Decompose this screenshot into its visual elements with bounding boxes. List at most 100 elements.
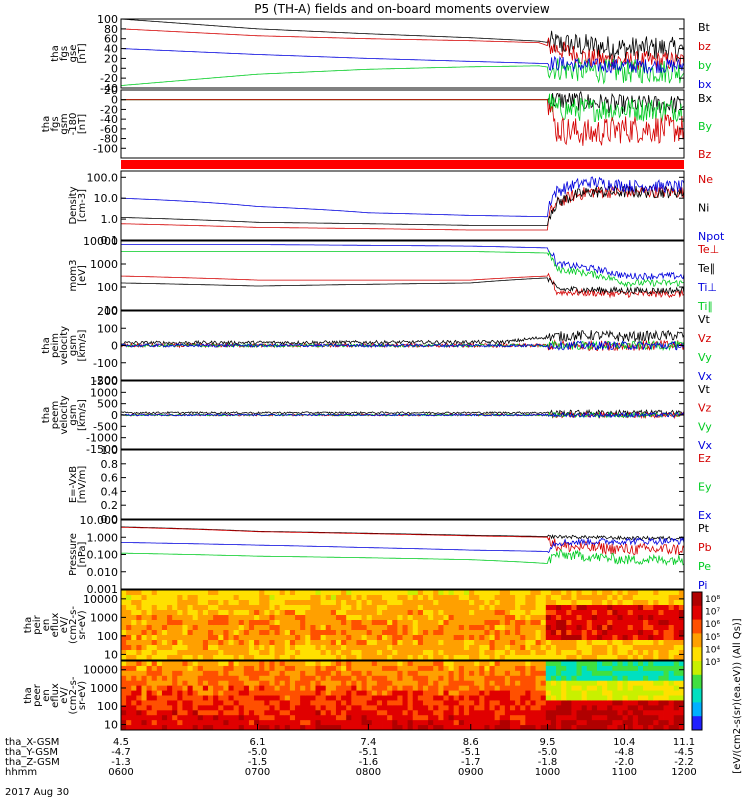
spectrogram-cell	[412, 620, 419, 626]
spectrogram-cell	[126, 590, 132, 596]
spectrogram-cell	[156, 675, 163, 682]
spectrogram-cell	[315, 595, 322, 601]
spectrogram-cell	[453, 720, 460, 726]
spectrogram-cell	[489, 715, 496, 721]
spectrogram-cell	[479, 655, 485, 661]
spectrogram-cell	[627, 615, 634, 621]
spectrogram-cell	[284, 670, 291, 677]
spectrogram-cell	[361, 610, 368, 616]
spectrogram-cell	[182, 695, 188, 701]
spectrogram-cell	[612, 715, 618, 721]
spectrogram-cell	[341, 690, 347, 696]
ylabel-pressure: Pressure[nPa]	[68, 533, 88, 576]
spectrogram-cell	[238, 620, 245, 626]
spectrogram-cell	[448, 695, 455, 701]
spectrogram-cell	[499, 695, 506, 701]
spectrogram-cell	[305, 650, 311, 656]
spectrogram-cell	[530, 610, 536, 616]
spectrogram-cell	[520, 625, 526, 631]
spectrogram-cell	[146, 720, 153, 726]
spectrogram-cell	[325, 635, 332, 641]
spectrogram-cell	[156, 720, 163, 726]
spectrogram-cell	[463, 665, 470, 672]
spectrogram-cell	[535, 640, 542, 646]
colorbar-label: [eV/(cm2-s(sr)(ea.eV)) (All Qs)]	[732, 618, 743, 774]
spectrogram-cell	[632, 655, 639, 661]
spectrogram-cell	[218, 685, 224, 691]
spectrogram-cell	[417, 605, 424, 611]
xaxis-value: 7.4	[360, 737, 376, 748]
spectrogram-cell	[525, 610, 531, 616]
spectrogram-cell	[545, 670, 552, 677]
xaxis-value: 6.1	[250, 737, 266, 748]
spectrogram-cell	[484, 715, 490, 721]
spectrogram-cell	[238, 725, 245, 731]
spectrogram-cell	[479, 630, 485, 636]
spectrogram-cell	[177, 595, 183, 601]
spectrogram-cell	[305, 710, 311, 716]
spectrogram-cell	[279, 635, 286, 641]
spectrogram-cell	[622, 615, 629, 621]
spectrogram-cell	[346, 695, 352, 701]
spectrogram-cell	[540, 600, 547, 606]
spectrogram-cell	[182, 635, 188, 641]
spectrogram-cell	[479, 600, 485, 606]
spectrogram-cell	[126, 715, 132, 721]
spectrogram-cell	[213, 670, 219, 677]
spectrogram-cell	[126, 705, 132, 711]
spectrogram-cell	[335, 620, 342, 626]
spectrogram-cell	[438, 665, 444, 672]
spectrogram-cell	[530, 725, 536, 731]
spectrogram-cell	[515, 650, 521, 656]
spectrogram-cell	[530, 700, 536, 706]
spectrogram-cell	[591, 625, 598, 631]
spectrogram-cell	[182, 670, 188, 677]
spectrogram-cell	[238, 615, 245, 621]
spectrogram-cell	[172, 710, 178, 716]
spectrogram-cell	[284, 610, 291, 616]
spectrogram-cell	[412, 715, 419, 721]
spectrogram-cell	[612, 595, 618, 601]
spectrogram-cell	[622, 630, 629, 636]
spectrogram-cell	[295, 605, 301, 611]
spectrogram-cell	[417, 590, 424, 596]
spectrogram-cell	[361, 590, 368, 596]
spectrogram-cell	[346, 675, 352, 682]
spectrogram-cell	[504, 680, 511, 687]
spectrogram-cell	[341, 635, 347, 641]
spectrogram-cell	[499, 670, 506, 677]
spectrogram-cell	[335, 605, 342, 611]
spectrogram-cell	[443, 661, 449, 667]
spectrogram-cell	[525, 655, 531, 661]
spectrogram-cell	[648, 710, 654, 716]
spectrogram-cell	[668, 650, 675, 656]
spectrogram-cell	[172, 630, 178, 636]
spectrogram-cell	[520, 695, 526, 701]
spectrogram-cell	[284, 640, 291, 646]
spectrogram-cell	[643, 700, 649, 706]
spectrogram-cell	[602, 710, 608, 716]
spectrogram-cell	[428, 635, 434, 641]
spectrogram-cell	[489, 665, 496, 672]
spectrogram-cell	[540, 605, 547, 611]
spectrogram-cell	[131, 610, 137, 616]
spectrogram-cell	[643, 620, 649, 626]
spectrogram-cell	[141, 600, 147, 606]
spectrogram-cell	[622, 655, 629, 661]
spectrogram-cell	[484, 710, 490, 716]
spectrogram-cell	[566, 661, 572, 667]
spectrogram-cell	[392, 640, 398, 646]
spectrogram-cell	[561, 595, 567, 601]
spectrogram-cell	[545, 690, 552, 696]
spectrogram-cell	[366, 715, 373, 721]
spectrogram-cell	[315, 600, 322, 606]
spectrogram-cell	[576, 675, 583, 682]
spectrogram-cell	[131, 595, 137, 601]
spectrogram-cell	[202, 715, 209, 721]
spectrogram-cell	[663, 670, 670, 677]
spectrogram-cell	[346, 600, 352, 606]
spectrogram-cell	[366, 610, 373, 616]
spectrogram-cell	[289, 695, 296, 701]
spectrogram-cell	[305, 615, 311, 621]
